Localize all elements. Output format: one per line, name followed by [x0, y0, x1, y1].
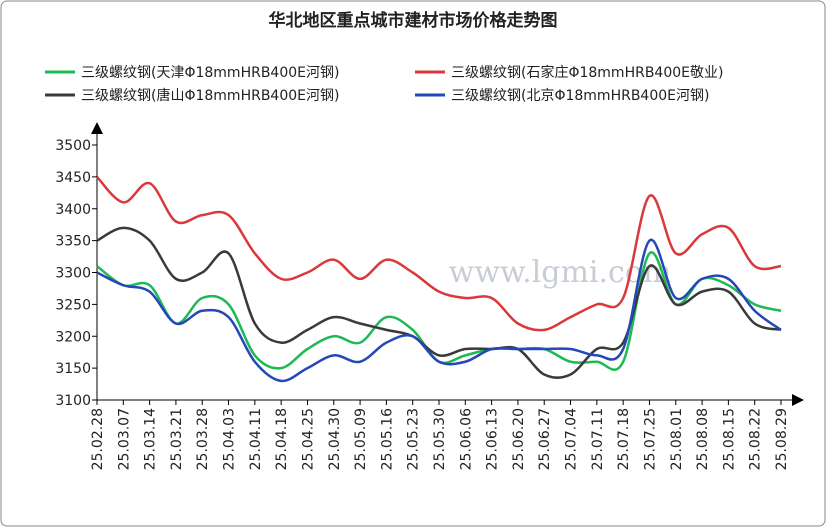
- legend-label: 三级螺纹钢(天津Φ18mmHRB400E河钢): [81, 65, 339, 81]
- x-tick-label: 25.08.08: [695, 408, 711, 470]
- series-line: [96, 226, 782, 379]
- x-tick-label: 25.07.25: [642, 408, 658, 470]
- x-tick-label: 25.08.15: [721, 408, 737, 470]
- y-tick-label: 3200: [55, 329, 91, 345]
- series-line: [96, 238, 782, 383]
- x-tick-label: 25.07.04: [564, 408, 580, 470]
- x-tick-label: 25.04.03: [222, 408, 238, 470]
- x-tick-label: 25.07.18: [616, 408, 632, 470]
- series-line: [96, 175, 782, 332]
- legend-label: 三级螺纹钢(北京Φ18mmHRB400E河钢): [451, 88, 709, 104]
- x-tick-label: 25.04.30: [327, 408, 343, 470]
- x-arrow: [792, 394, 804, 406]
- x-tick-label: 25.06.27: [537, 408, 553, 470]
- x-tick-label: 25.02.28: [90, 408, 106, 470]
- y-tick-label: 3400: [55, 202, 91, 218]
- x-tick-label: 25.04.18: [274, 408, 290, 470]
- x-tick-label: 25.04.11: [248, 408, 264, 470]
- x-tick-label: 25.08.01: [669, 408, 685, 470]
- x-tick-label: 25.08.22: [748, 408, 764, 470]
- legend-label: 三级螺纹钢(石家庄Φ18mmHRB400E敬业): [451, 64, 723, 81]
- y-arrow: [91, 122, 103, 134]
- x-tick-label: 25.04.25: [300, 408, 316, 470]
- y-tick-label: 3450: [55, 170, 91, 186]
- y-tick-label: 3100: [55, 393, 91, 409]
- x-tick-label: 25.07.11: [590, 408, 606, 470]
- x-tick-label: 25.06.06: [458, 408, 474, 470]
- y-tick-label: 3350: [55, 234, 91, 250]
- y-tick-label: 3150: [55, 361, 91, 377]
- chart-title: 华北地区重点城市建材市场价格走势图: [269, 10, 558, 31]
- watermark: www.lgmi.com: [449, 255, 672, 290]
- x-tick-label: 25.05.09: [353, 408, 369, 470]
- x-tick-label: 25.03.21: [169, 408, 185, 470]
- x-tick-label: 25.05.23: [406, 408, 422, 470]
- x-tick-label: 25.06.13: [485, 408, 501, 470]
- x-tick-label: 25.05.16: [379, 408, 395, 470]
- x-tick-label: 25.03.07: [116, 408, 132, 470]
- y-tick-label: 3300: [55, 266, 91, 282]
- y-tick-label: 3500: [55, 138, 91, 154]
- x-tick-label: 25.08.29: [774, 408, 790, 470]
- x-tick-label: 25.05.30: [432, 408, 448, 470]
- x-tick-label: 25.03.28: [195, 408, 211, 470]
- x-tick-label: 25.03.14: [143, 408, 159, 470]
- legend-label: 三级螺纹钢(唐山Φ18mmHRB400E河钢): [81, 87, 339, 104]
- x-tick-label: 25.06.20: [511, 408, 527, 470]
- y-tick-label: 3250: [55, 297, 91, 313]
